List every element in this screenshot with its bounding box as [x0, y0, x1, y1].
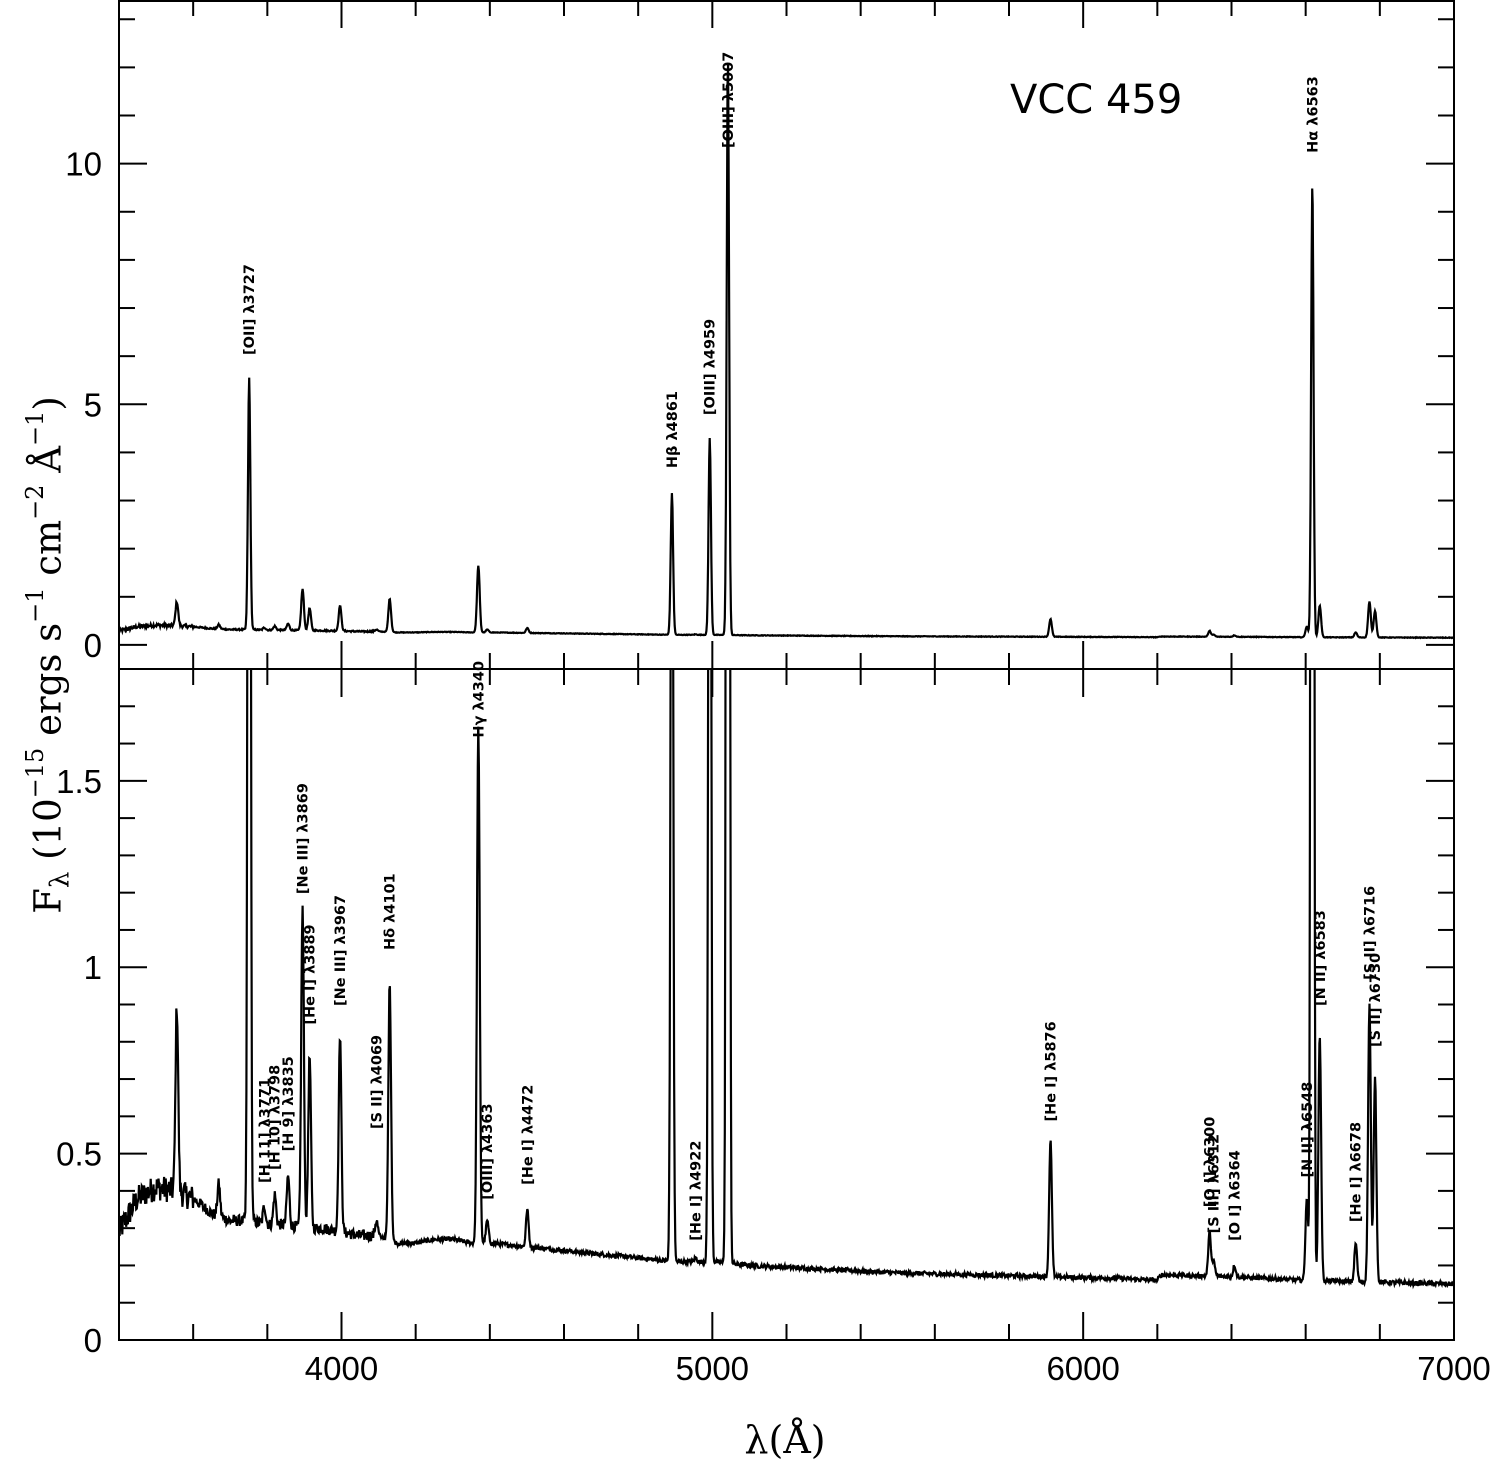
panel-frame-full — [118, 0, 1455, 670]
line-annotation: [S III] λ6312 — [1207, 1134, 1223, 1234]
line-annotation: [N II] λ6583 — [1313, 910, 1329, 1006]
line-annotation: Hβ λ4861 — [665, 391, 681, 468]
y-tick-label: 1 — [84, 949, 102, 986]
line-annotation: [N II] λ6548 — [1300, 1082, 1316, 1178]
x-tick-label: 6000 — [1046, 1350, 1119, 1387]
spectrum-lines — [119, 64, 1454, 1290]
line-annotation: [S II] λ4069 — [369, 1035, 385, 1129]
line-annotation: [He I] λ3889 — [303, 924, 319, 1024]
tick-labels: 4000 5000 6000 7000 0 5 10 0 0.5 1 1.5 — [56, 146, 1491, 1387]
x-tick-label: 4000 — [305, 1350, 378, 1387]
x-tick-label: 5000 — [676, 1350, 749, 1387]
line-annotation: [H 11] λ3771 — [257, 1078, 273, 1183]
y-tick-label: 0 — [84, 1322, 102, 1359]
line-annotation: Hδ λ4101 — [383, 873, 399, 950]
line-annotation: [He I] λ4472 — [520, 1085, 536, 1185]
line-annotation: [He I] λ5876 — [1044, 1021, 1060, 1121]
y-tick-label: 0 — [84, 627, 102, 664]
y-tick-label: 1.5 — [56, 763, 102, 800]
line-annotation: [OII] λ3727 — [242, 264, 258, 355]
line-annotation: [OIII] λ4363 — [480, 1103, 496, 1199]
line-annotation: [H 10] λ3798 — [268, 1065, 284, 1170]
panel-frame-zoom — [118, 668, 1455, 1341]
line-annotation: [Ne III] λ3967 — [333, 895, 349, 1006]
line-annotations: [OII] λ3727 Hβ λ4861 [OIII] λ4959 [OIII] λ5… — [242, 52, 1384, 1241]
y-tick-label: 5 — [84, 386, 102, 423]
object-label: VCC 459 — [1010, 77, 1182, 123]
line-annotation: Hγ λ4340 — [471, 661, 487, 738]
y-tick-label: 10 — [65, 146, 102, 183]
spectrum-line-zoom — [119, 670, 1454, 1290]
line-annotation: [OIII] λ5007 — [721, 52, 737, 148]
line-annotation: [OIII] λ4959 — [703, 319, 719, 415]
x-tick-label: 7000 — [1417, 1350, 1490, 1387]
line-annotation: [He I] λ4922 — [689, 1141, 705, 1241]
line-annotation: [O I] λ6364 — [1227, 1150, 1243, 1241]
spectrum-line-full — [119, 64, 1454, 640]
line-annotation: [He I] λ6678 — [1349, 1122, 1365, 1222]
line-annotation: [S II] λ6730 — [1368, 953, 1384, 1047]
line-annotation: [S II] λ6716 — [1362, 886, 1378, 980]
line-annotation: [H 9] λ3835 — [281, 1056, 297, 1151]
line-annotation: Hα λ6563 — [1305, 76, 1321, 153]
line-annotation: [Ne III] λ3869 — [296, 783, 312, 894]
y-tick-label: 0.5 — [56, 1136, 102, 1173]
line-annotation: [O I] λ6300 — [1203, 1117, 1219, 1208]
